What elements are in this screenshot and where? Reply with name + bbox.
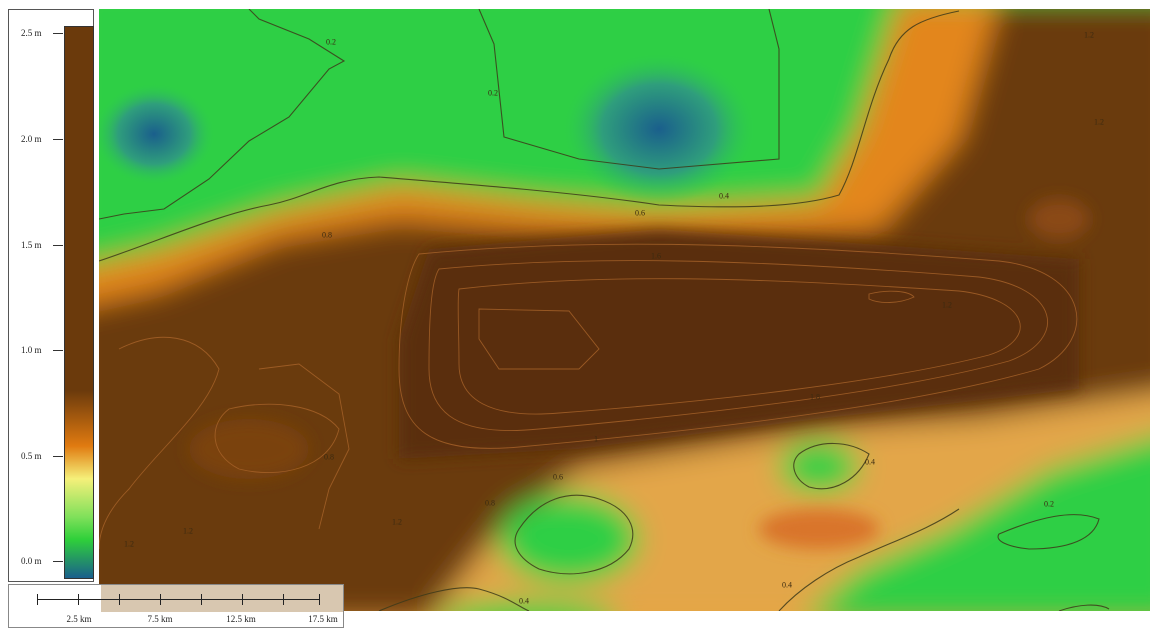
contour-label: 0.6: [635, 208, 645, 218]
legend-tick-label: 1.0 m: [21, 345, 42, 355]
scale-bar-tick: [201, 594, 202, 605]
scale-bar-tick: [160, 594, 161, 605]
legend-tick-mark: [53, 456, 63, 457]
legend-tick-mark: [53, 245, 63, 246]
contour-label: 0.8: [322, 230, 332, 240]
contour-label: 1.2: [942, 300, 952, 310]
contour-label: 1.6: [651, 251, 661, 261]
contour-label: 1.2: [392, 517, 402, 527]
contour-label: 0.8: [324, 452, 334, 462]
contour-label: 0.4: [519, 596, 529, 606]
legend-tick-mark: [53, 561, 63, 562]
contour-label: 1.2: [1094, 117, 1104, 127]
contour-label: 0.4: [865, 457, 875, 467]
scale-bar-tick: [78, 594, 79, 605]
scale-bar-label: 12.5 km: [226, 614, 256, 624]
scale-bar-tick: [319, 594, 320, 605]
scale-bar-shade: [101, 585, 343, 612]
elevation-surface: [99, 9, 1150, 611]
contour-label: 0.6: [553, 472, 563, 482]
legend-tick-label: 0.5 m: [21, 451, 42, 461]
legend-tick-label: 0.0 m: [21, 556, 42, 566]
contour-label: 1.8: [810, 392, 820, 402]
scale-bar-panel: 2.5 km 7.5 km 12.5 km 17.5 km: [8, 584, 344, 628]
contour-label: 0.4: [719, 191, 729, 201]
scale-bar-line: [37, 599, 319, 600]
contour-label: 0.2: [326, 37, 336, 47]
contour-label: 1.2: [1084, 30, 1094, 40]
contour-label: 1.2: [183, 526, 193, 536]
elevation-color-ramp: [64, 26, 94, 579]
contour-label: 1.2: [124, 539, 134, 549]
elevation-map[interactable]: 0.2 0.2 0.4 0.6 0.8 1.2 1.6 1.8 1 0.8 0.8 0.6 0.4 0.4…: [99, 9, 1150, 611]
scale-bar-label: 17.5 km: [308, 614, 338, 624]
legend-tick-label: 2.0 m: [21, 134, 42, 144]
scale-bar-tick: [242, 594, 243, 605]
scale-bar-label: 7.5 km: [147, 614, 173, 624]
legend-tick-label: 1.5 m: [21, 240, 42, 250]
legend-tick-mark: [53, 350, 63, 351]
scale-bar-label: 2.5 km: [66, 614, 92, 624]
scale-bar-tick: [283, 594, 284, 605]
legend-tick-mark: [53, 139, 63, 140]
contour-label: 0.4: [782, 580, 792, 590]
contour-label: 1: [594, 434, 598, 444]
contour-label: 0.8: [485, 498, 495, 508]
scale-bar-tick: [119, 594, 120, 605]
elevation-legend: 2.5 m 2.0 m 1.5 m 1.0 m 0.5 m 0.0 m: [8, 9, 94, 582]
legend-tick-mark: [53, 33, 63, 34]
legend-tick-label: 2.5 m: [21, 28, 42, 38]
scale-bar-tick: [37, 594, 38, 605]
contour-label: 0.2: [488, 88, 498, 98]
contour-label: 0.2: [1044, 499, 1054, 509]
